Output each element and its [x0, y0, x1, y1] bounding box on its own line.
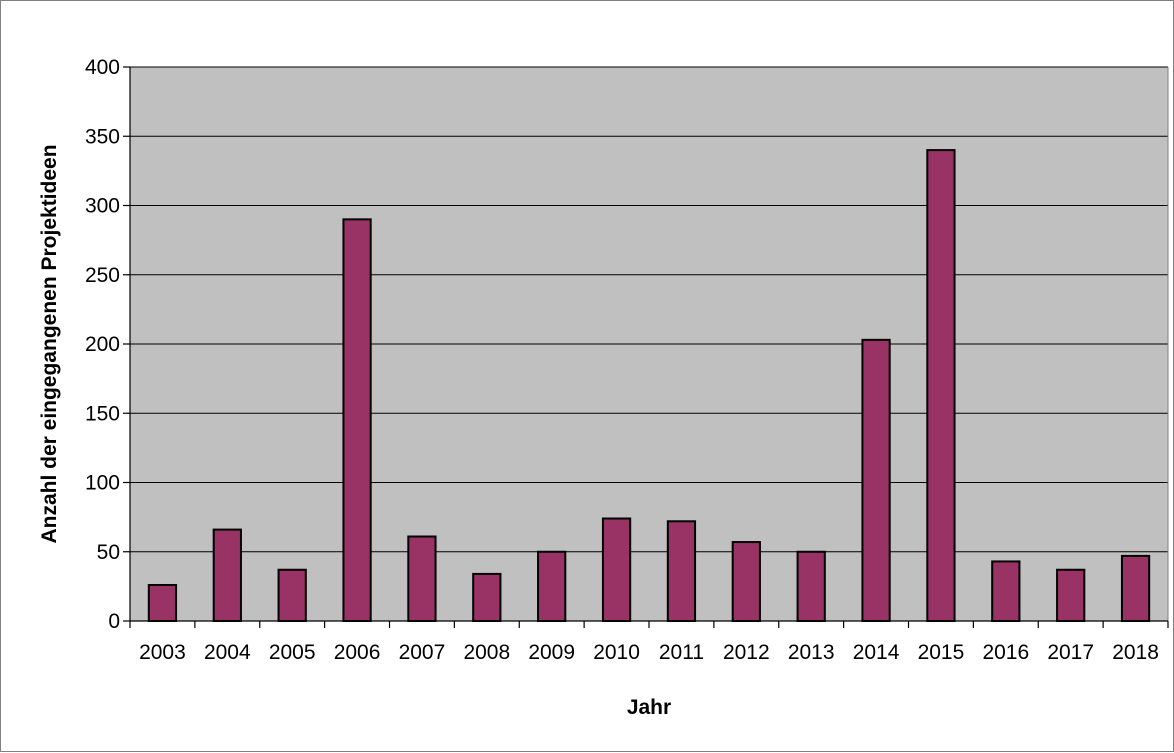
axes	[123, 66, 1169, 628]
bar-2004	[212, 528, 242, 623]
x-tick-label: 2018	[1112, 641, 1159, 664]
y-tick-label: 350	[85, 125, 120, 148]
x-tick-label: 2017	[1047, 641, 1094, 664]
bars	[147, 149, 1151, 623]
y-tick-label: 0	[108, 610, 120, 633]
bar-2009	[537, 550, 567, 622]
bar-2015	[926, 149, 956, 622]
x-tick-label: 2011	[659, 641, 704, 664]
x-tick-label: 2010	[593, 641, 640, 664]
y-tick-label: 50	[97, 541, 120, 564]
bar-2007	[407, 535, 437, 623]
bar-2012	[731, 541, 761, 622]
bar-2010	[601, 517, 632, 623]
x-tick-label: 2016	[982, 641, 1029, 664]
x-tick-label: 2014	[853, 641, 900, 664]
y-axis-title: Anzahl der eingegangenen Projektideen	[38, 144, 61, 543]
x-tick-label: 2013	[788, 641, 835, 664]
x-tick-label: 2003	[139, 641, 186, 664]
x-axis-title: Jahr	[627, 696, 671, 719]
x-tick-label: 2012	[723, 641, 770, 664]
x-tick-label: 2006	[334, 641, 381, 664]
y-tick-label: 150	[85, 402, 120, 425]
x-tick-label: 2009	[528, 641, 575, 664]
bar-2006	[342, 218, 372, 622]
bar-2013	[796, 550, 826, 622]
x-tick-labels: 2003 2004 2005 2006 2007 2008 2009 2010 2011 2012…	[139, 641, 1159, 664]
y-tick-label: 250	[85, 264, 120, 287]
bar-2003	[147, 583, 178, 622]
x-tick-label: 2015	[918, 641, 965, 664]
y-tick-label: 100	[85, 472, 120, 495]
y-tick-label: 200	[85, 333, 120, 356]
x-tick-label: 2004	[204, 641, 251, 664]
bar-2017	[1056, 568, 1086, 623]
x-tick-label: 2005	[269, 641, 316, 664]
bar-2011	[666, 520, 697, 623]
bar-2008	[472, 572, 502, 622]
y-tick-label: 400	[85, 56, 120, 79]
gridlines	[130, 66, 1169, 621]
bar-2018	[1120, 554, 1151, 623]
x-tick-label: 2007	[399, 641, 446, 664]
y-tick-labels: 0 50 100 150 200 250 300 350 400	[85, 56, 120, 633]
x-tick-label: 2008	[463, 641, 510, 664]
y-tick-label: 300	[85, 195, 120, 218]
bar-2016	[991, 560, 1021, 623]
bar-2014	[861, 338, 891, 622]
bar-2005	[277, 568, 307, 623]
